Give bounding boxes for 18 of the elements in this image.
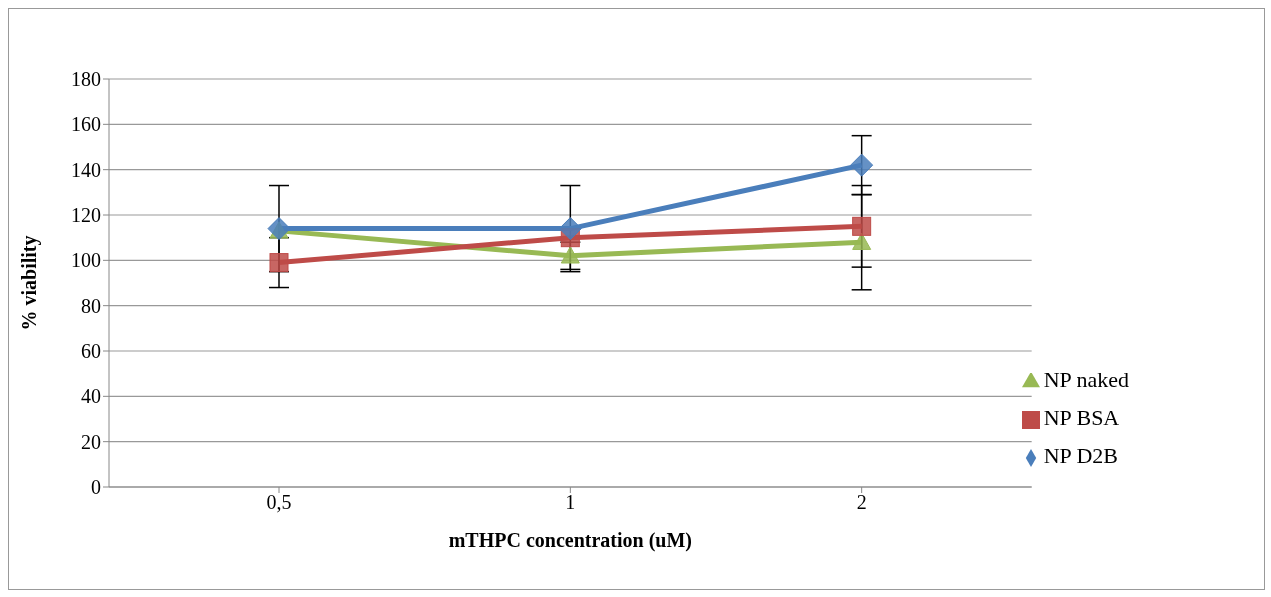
legend-label: NP BSA (1043, 405, 1120, 430)
y-tick-label: 60 (81, 340, 101, 363)
y-tick-label: 140 (71, 158, 101, 181)
y-tick-label: 160 (71, 113, 101, 136)
x-tick-label: 2 (856, 491, 867, 514)
y-tick-label: 40 (81, 385, 101, 408)
x-tick-label: 0,5 (266, 491, 292, 514)
y-tick-label: 120 (71, 204, 101, 227)
legend-label: NP D2B (1043, 443, 1119, 468)
y-tick-label: 80 (81, 294, 101, 317)
y-tick-label: 0 (91, 476, 101, 499)
y-tick-label: 20 (81, 430, 101, 453)
x-axis-title: mTHPC concentration (uM) (448, 529, 692, 552)
y-axis-title: % viability (18, 235, 42, 331)
y-tick-label: 100 (71, 249, 101, 272)
legend-label: NP naked (1043, 367, 1129, 392)
y-tick-label: 180 (71, 68, 101, 91)
x-tick-label: 1 (565, 491, 576, 514)
